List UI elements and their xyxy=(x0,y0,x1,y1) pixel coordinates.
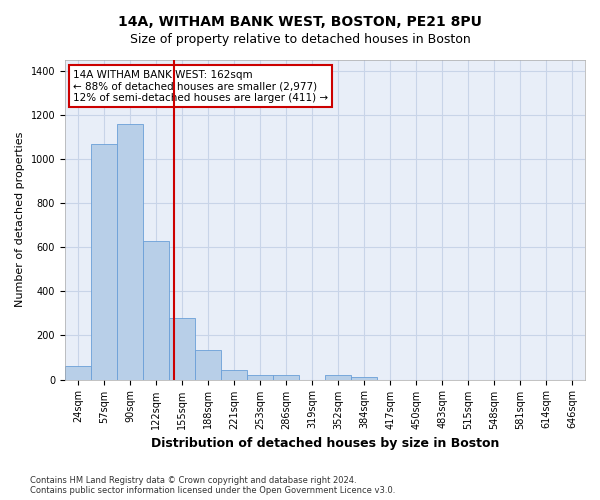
Bar xyxy=(325,375,351,380)
Y-axis label: Number of detached properties: Number of detached properties xyxy=(15,132,25,308)
Bar xyxy=(65,366,91,380)
Bar xyxy=(221,370,247,380)
Text: 14A, WITHAM BANK WEST, BOSTON, PE21 8PU: 14A, WITHAM BANK WEST, BOSTON, PE21 8PU xyxy=(118,15,482,29)
Bar xyxy=(273,375,299,380)
Bar xyxy=(118,124,143,380)
Bar xyxy=(169,318,195,380)
Bar xyxy=(195,350,221,380)
Bar xyxy=(247,375,273,380)
Text: Size of property relative to detached houses in Boston: Size of property relative to detached ho… xyxy=(130,32,470,46)
Text: Contains HM Land Registry data © Crown copyright and database right 2024.
Contai: Contains HM Land Registry data © Crown c… xyxy=(30,476,395,495)
Bar xyxy=(91,144,118,380)
Text: 14A WITHAM BANK WEST: 162sqm
← 88% of detached houses are smaller (2,977)
12% of: 14A WITHAM BANK WEST: 162sqm ← 88% of de… xyxy=(73,70,328,103)
Bar xyxy=(351,378,377,380)
X-axis label: Distribution of detached houses by size in Boston: Distribution of detached houses by size … xyxy=(151,437,499,450)
Bar xyxy=(143,240,169,380)
